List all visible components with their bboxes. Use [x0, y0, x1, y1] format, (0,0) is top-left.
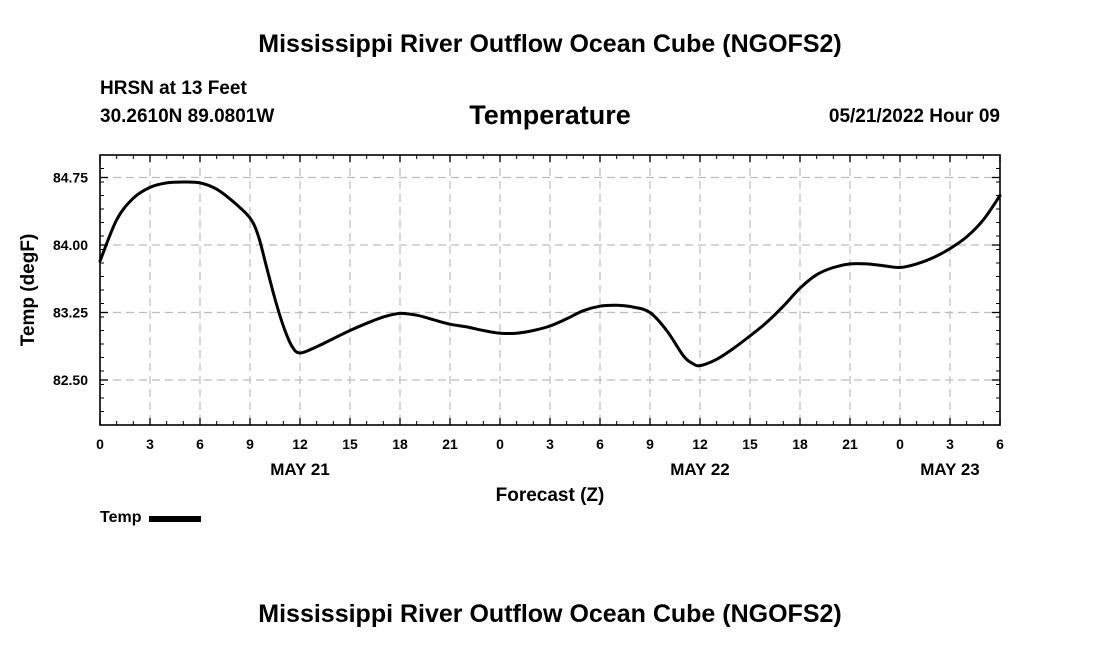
x-tick-label: 3 — [946, 436, 954, 452]
x-tick-label: 9 — [646, 436, 654, 452]
footer-title: Mississippi River Outflow Ocean Cube (NG… — [258, 600, 842, 628]
x-tick-label: 3 — [546, 436, 554, 452]
x-tick-label: 6 — [196, 436, 204, 452]
x-date-label: MAY 23 — [920, 460, 980, 479]
legend-label: Temp — [100, 509, 142, 526]
grid-lines — [100, 155, 1000, 425]
legend: Temp — [100, 509, 202, 527]
legend-line-swatch — [149, 516, 202, 522]
x-tick-label: 9 — [246, 436, 254, 452]
x-date-label: MAY 21 — [270, 460, 330, 479]
plot-frame — [99, 154, 1001, 426]
chart-main-title: Mississippi River Outflow Ocean Cube (NG… — [258, 30, 842, 58]
series-layer — [98, 180, 1002, 368]
x-tick-label: 0 — [96, 436, 104, 452]
y-axis-title: Temp (degF) — [18, 234, 39, 347]
x-axis-title: Forecast (Z) — [496, 485, 605, 506]
axis-labels: 0 3 6 9 12 15 18 21 0 3 6 9 12 15 18 21 0 3 6 82.50 83.25 84.… — [18, 170, 1004, 507]
x-tick-label: 0 — [496, 436, 504, 452]
x-tick-label: 12 — [692, 436, 708, 452]
x-tick-label: 12 — [292, 436, 308, 452]
panel-title: Temperature — [469, 100, 631, 130]
y-tick-label: 83.25 — [53, 305, 88, 321]
y-tick-label: 84.00 — [53, 237, 88, 253]
x-tick-label: 18 — [792, 436, 808, 452]
station-label: HRSN at 13 Feet — [100, 78, 247, 99]
y-tick-label: 84.75 — [53, 170, 88, 186]
station-coordinates: 30.2610N 89.0801W — [100, 106, 275, 127]
x-tick-label: 15 — [742, 436, 758, 452]
x-tick-label: 18 — [392, 436, 408, 452]
temp-series-line — [98, 180, 1002, 368]
x-tick-label: 21 — [442, 436, 458, 452]
x-date-label: MAY 22 — [670, 460, 730, 479]
x-tick-label: 15 — [342, 436, 358, 452]
x-tick-label: 3 — [146, 436, 154, 452]
forecast-datetime: 05/21/2022 Hour 09 — [828, 106, 1000, 127]
x-tick-label: 6 — [596, 436, 604, 452]
x-tick-label: 0 — [896, 436, 904, 452]
y-tick-label: 82.50 — [53, 372, 88, 388]
x-tick-label: 6 — [996, 436, 1004, 452]
x-tick-label: 21 — [842, 436, 858, 452]
